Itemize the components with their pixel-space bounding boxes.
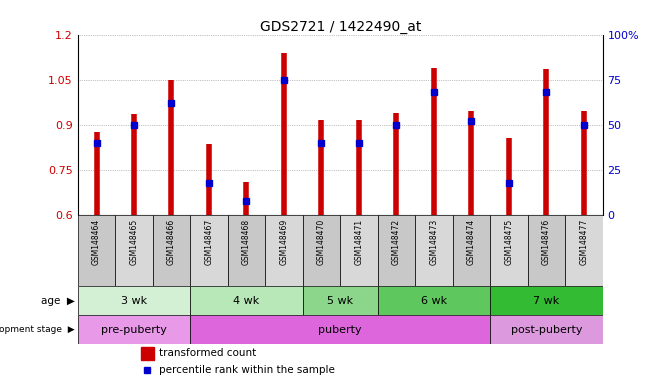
Text: GSM148472: GSM148472 — [392, 218, 401, 265]
Bar — [141, 347, 154, 360]
Bar — [265, 215, 303, 286]
Text: GSM148467: GSM148467 — [205, 218, 213, 265]
Text: GSM148477: GSM148477 — [579, 218, 588, 265]
Text: post-puberty: post-puberty — [511, 324, 582, 334]
Bar — [490, 215, 527, 286]
Text: 5 wk: 5 wk — [327, 296, 353, 306]
Text: puberty: puberty — [318, 324, 362, 334]
Bar — [378, 286, 490, 315]
Bar — [415, 215, 453, 286]
Text: 3 wk: 3 wk — [121, 296, 147, 306]
Text: GSM148476: GSM148476 — [542, 218, 551, 265]
Text: GSM148475: GSM148475 — [504, 218, 513, 265]
Text: GSM148464: GSM148464 — [92, 218, 101, 265]
Text: GSM148470: GSM148470 — [317, 218, 326, 265]
Bar — [527, 215, 565, 286]
Text: GSM148468: GSM148468 — [242, 218, 251, 265]
Bar — [490, 315, 603, 344]
Bar — [191, 215, 227, 286]
Text: GSM148466: GSM148466 — [167, 218, 176, 265]
Text: development stage  ▶: development stage ▶ — [0, 325, 75, 334]
Bar — [490, 286, 603, 315]
Bar — [78, 215, 115, 286]
Bar — [453, 215, 490, 286]
Bar — [191, 286, 303, 315]
Bar — [115, 215, 153, 286]
Text: GSM148473: GSM148473 — [430, 218, 439, 265]
Text: GSM148465: GSM148465 — [130, 218, 139, 265]
Text: percentile rank within the sample: percentile rank within the sample — [159, 365, 335, 375]
Bar — [378, 215, 415, 286]
Bar — [78, 286, 191, 315]
Text: transformed count: transformed count — [159, 348, 257, 358]
Text: GSM148471: GSM148471 — [354, 218, 364, 265]
Text: age  ▶: age ▶ — [41, 296, 75, 306]
Text: GSM148469: GSM148469 — [279, 218, 288, 265]
Text: 4 wk: 4 wk — [233, 296, 260, 306]
Bar — [78, 315, 191, 344]
Bar — [565, 215, 603, 286]
Text: GSM148474: GSM148474 — [467, 218, 476, 265]
Text: pre-puberty: pre-puberty — [101, 324, 167, 334]
Bar — [303, 215, 340, 286]
Bar — [78, 286, 97, 315]
Title: GDS2721 / 1422490_at: GDS2721 / 1422490_at — [259, 20, 421, 33]
Bar — [340, 215, 378, 286]
Bar — [303, 286, 378, 315]
Bar — [191, 315, 490, 344]
Bar — [227, 215, 265, 286]
Text: 6 wk: 6 wk — [421, 296, 447, 306]
Bar — [153, 215, 191, 286]
Text: 7 wk: 7 wk — [533, 296, 559, 306]
